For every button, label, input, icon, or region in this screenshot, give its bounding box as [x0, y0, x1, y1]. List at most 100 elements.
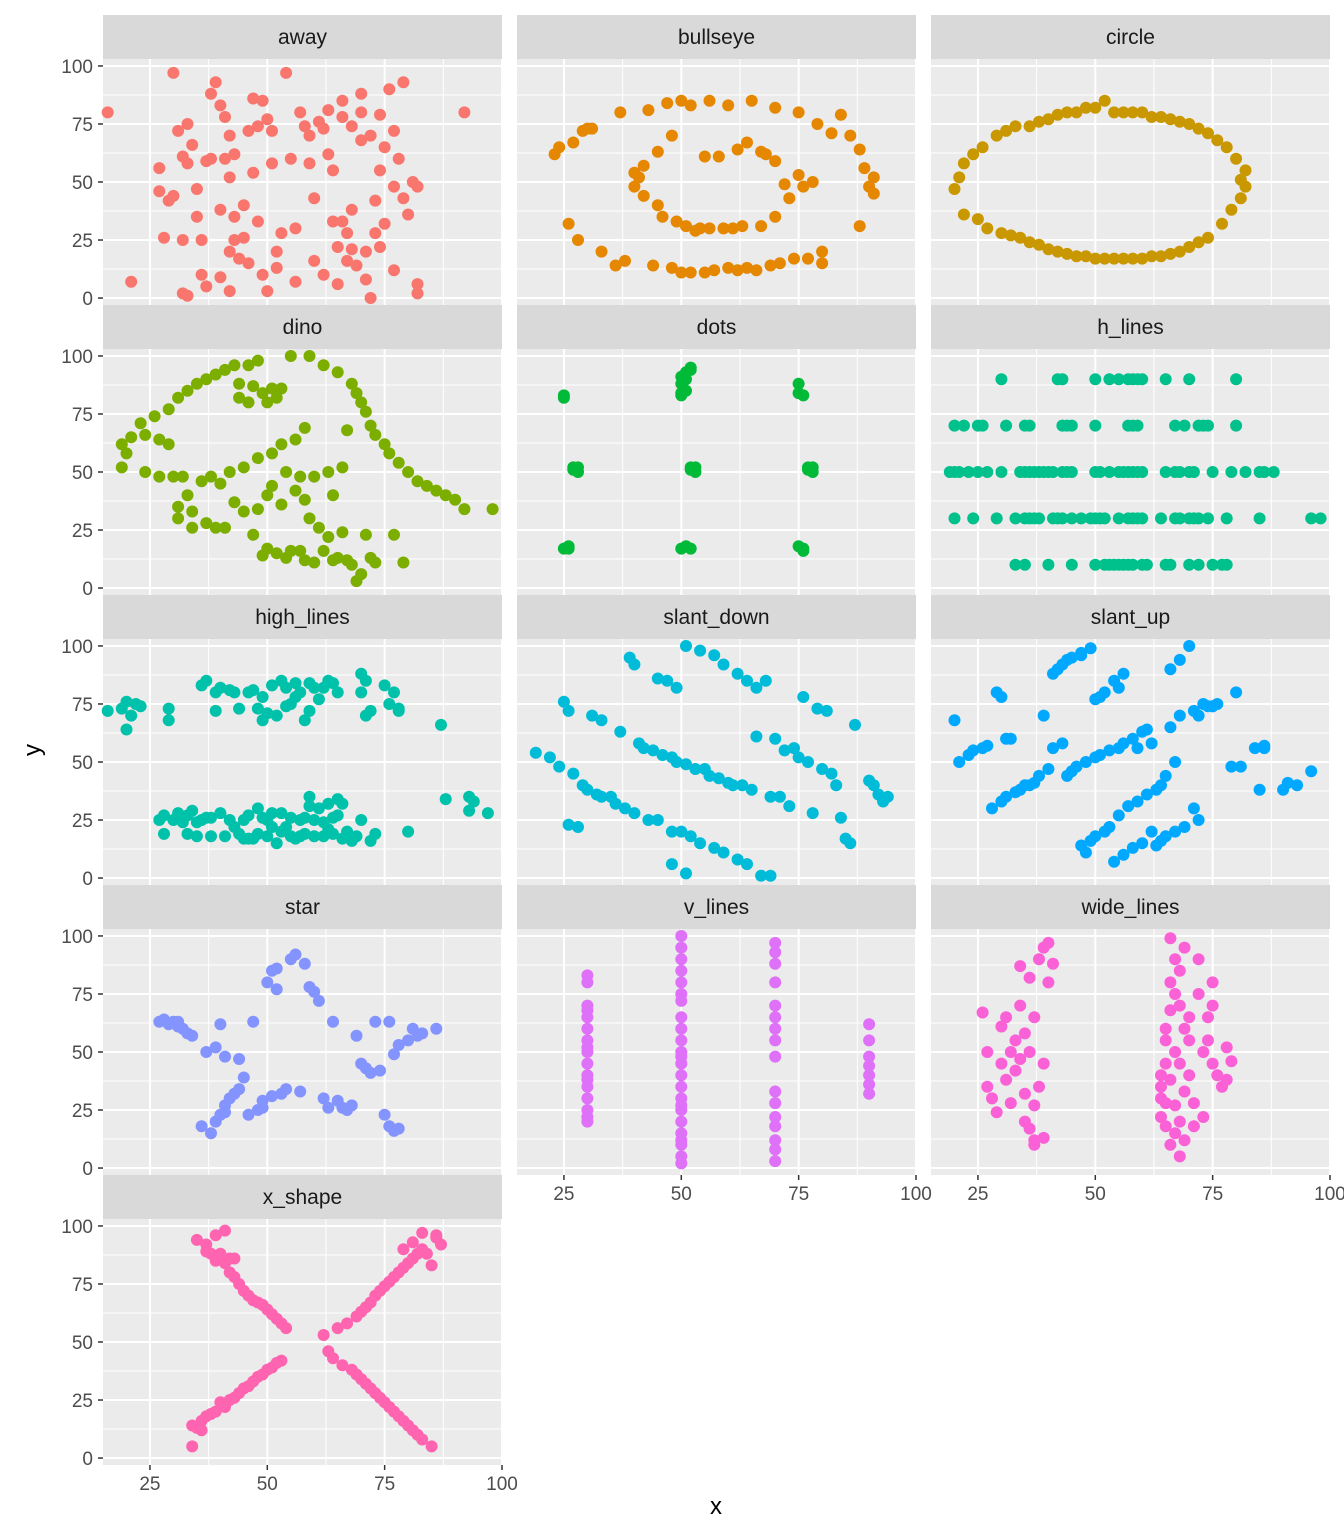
data-point: [967, 512, 980, 525]
data-point: [331, 241, 344, 253]
data-point: [355, 134, 368, 147]
data-point: [331, 278, 344, 291]
data-point: [1033, 512, 1045, 525]
data-point: [675, 1022, 688, 1035]
data-point: [233, 702, 246, 715]
data-point: [341, 424, 354, 437]
data-point: [247, 380, 260, 393]
data-point: [1187, 466, 1200, 478]
data-point: [1173, 512, 1186, 525]
data-point: [1159, 466, 1172, 478]
data-point: [1037, 1131, 1050, 1144]
data-point: [219, 363, 231, 376]
data-point: [689, 763, 702, 775]
data-point: [736, 220, 749, 233]
y-tick-label: 50: [72, 1333, 93, 1354]
data-point: [223, 129, 236, 142]
data-point: [863, 1018, 876, 1031]
data-point: [1065, 466, 1078, 478]
data-point: [981, 1080, 994, 1093]
data-point: [675, 94, 688, 107]
data-point: [153, 470, 166, 483]
data-point: [186, 505, 199, 518]
data-point: [680, 867, 692, 880]
data-point: [237, 231, 250, 244]
panel-wide_lines: wide_lines 25 50 75 100: [931, 885, 1344, 1205]
panel-title: wide_lines: [1080, 896, 1179, 919]
data-point: [275, 807, 288, 820]
panel-strip: [517, 885, 916, 929]
data-point: [336, 1359, 349, 1372]
data-point: [280, 1083, 293, 1096]
data-point: [1187, 1097, 1200, 1110]
data-point: [139, 466, 152, 478]
data-point: [317, 268, 330, 281]
data-point: [562, 818, 575, 831]
data-point: [628, 658, 641, 671]
data-point: [1126, 841, 1139, 854]
data-point: [1187, 802, 1200, 815]
data-point: [708, 841, 721, 854]
data-point: [233, 377, 246, 390]
data-point: [656, 749, 669, 761]
data-point: [651, 145, 664, 158]
data-point: [1009, 120, 1022, 133]
data-point: [581, 783, 594, 796]
data-point: [280, 466, 293, 478]
data-point: [1239, 466, 1252, 478]
data-point: [665, 825, 678, 838]
data-point: [689, 461, 702, 474]
data-point: [1000, 419, 1013, 432]
data-point: [336, 797, 349, 810]
data-point: [172, 807, 185, 820]
data-point: [642, 104, 655, 117]
data-point: [115, 461, 128, 474]
y-tick-label: 50: [72, 173, 93, 194]
x-tick-label: 75: [374, 1474, 395, 1495]
panel-title: x_shape: [263, 1186, 342, 1209]
data-point: [341, 1317, 354, 1330]
data-point: [1023, 971, 1036, 984]
data-point: [1159, 830, 1172, 843]
data-point: [369, 1015, 382, 1028]
data-point: [181, 157, 194, 170]
data-point: [298, 827, 311, 840]
data-point: [181, 289, 194, 302]
data-point: [205, 87, 217, 100]
data-point: [336, 215, 349, 228]
data-point: [675, 266, 688, 279]
data-point: [1169, 756, 1182, 768]
data-point: [237, 1071, 250, 1084]
data-point: [995, 373, 1008, 386]
data-point: [712, 150, 725, 163]
data-point: [195, 475, 208, 488]
data-point: [1173, 1150, 1186, 1163]
data-point: [284, 811, 297, 824]
y-tick-label: 75: [72, 1275, 93, 1296]
data-point: [359, 405, 372, 418]
y-tick-label: 75: [72, 405, 93, 426]
data-point: [1202, 127, 1214, 140]
data-point: [1079, 756, 1092, 768]
data-point: [661, 97, 674, 110]
data-point: [656, 210, 669, 223]
data-point: [261, 542, 274, 555]
data-point: [867, 187, 880, 200]
data-point: [190, 183, 203, 195]
data-point: [1192, 512, 1205, 525]
data-point: [209, 76, 222, 89]
data-point: [298, 493, 311, 506]
data-point: [261, 489, 274, 502]
data-point: [294, 1085, 307, 1098]
data-point: [1173, 115, 1186, 128]
x-tick-label: 75: [1202, 1184, 1223, 1205]
data-point: [364, 704, 377, 717]
panel-title: circle: [1106, 26, 1155, 49]
data-point: [327, 827, 339, 840]
data-point: [1225, 1055, 1238, 1068]
data-point: [186, 1440, 199, 1453]
data-point: [1089, 101, 1102, 114]
data-point: [1000, 1073, 1013, 1086]
data-point: [364, 129, 377, 142]
data-point: [853, 143, 866, 156]
